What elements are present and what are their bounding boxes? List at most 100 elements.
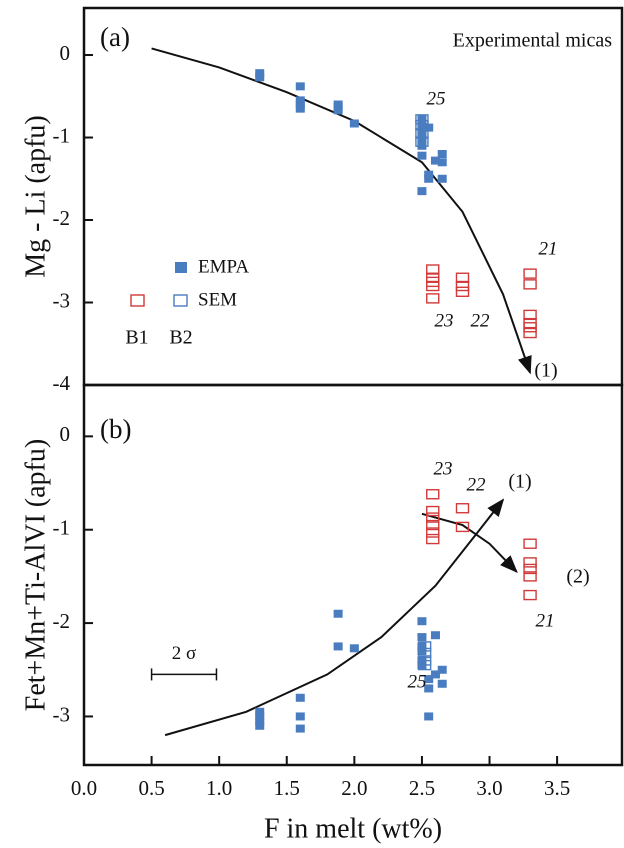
data-point (430, 631, 440, 640)
data-point (426, 527, 440, 538)
data-point (295, 96, 305, 105)
data-point (417, 642, 427, 651)
legend-marker (130, 294, 145, 307)
data-point (295, 724, 305, 733)
x-tick-label: 3.5 (544, 776, 570, 800)
annotation: (1) (508, 471, 531, 493)
y-axis-label: Fet+Mn+Ti-AlVI (apfu) (20, 439, 51, 711)
legend-label: SEM (198, 289, 237, 310)
y-tick-label: -4 (53, 371, 71, 395)
data-point (426, 489, 440, 500)
plot-frame (82, 6, 624, 387)
data-point (415, 119, 429, 131)
annotation: (2) (566, 566, 589, 588)
data-point (424, 712, 434, 721)
y-tick-label: -3 (53, 702, 71, 726)
legend-marker (173, 294, 188, 307)
annotation: (1) (534, 360, 557, 382)
annotation: 23 (434, 458, 453, 479)
data-point (455, 280, 470, 292)
data-point (523, 538, 537, 549)
y-tick-label: -1 (53, 123, 71, 147)
data-point (424, 174, 434, 183)
panel-label: (b) (100, 414, 131, 444)
data-point (523, 279, 537, 290)
data-point (417, 633, 427, 642)
trend-curve (421, 512, 518, 574)
data-point (426, 293, 440, 304)
data-point (523, 309, 537, 321)
annotation: 22 (467, 474, 487, 495)
x-tick-label: 3.0 (476, 776, 502, 800)
legend-label: EMPA (198, 256, 249, 277)
data-point (455, 503, 470, 514)
data-point (417, 617, 427, 626)
data-point (333, 642, 343, 651)
data-point (437, 150, 447, 159)
trend-curve (151, 47, 532, 375)
data-point (437, 665, 447, 674)
data-point (523, 268, 537, 279)
data-point (424, 684, 434, 693)
x-tick-label: 1.5 (274, 776, 300, 800)
x-tick-label: 0.5 (138, 776, 164, 800)
data-point (295, 82, 305, 91)
data-point (255, 721, 265, 730)
data-point (333, 106, 343, 115)
data-point (417, 115, 427, 124)
data-point (523, 563, 537, 575)
chart-title: Experimental micas (453, 30, 613, 52)
x-tick-label: 1.0 (206, 776, 232, 800)
data-point (255, 717, 265, 726)
y-tick-label: -1 (53, 516, 71, 540)
data-point (523, 322, 537, 333)
data-point (255, 707, 265, 716)
data-point (255, 73, 265, 82)
annotation: 21 (539, 238, 558, 259)
data-point (523, 557, 537, 568)
panel-label: (a) (100, 22, 130, 52)
data-point (430, 670, 440, 679)
data-point (523, 571, 537, 582)
legend-marker (175, 262, 187, 273)
data-point (437, 174, 447, 183)
data-point (426, 280, 440, 292)
data-point (437, 679, 447, 688)
data-point (455, 272, 470, 283)
data-point (333, 609, 343, 618)
data-point (255, 69, 265, 78)
data-point (295, 104, 305, 113)
y-axis-label: Mg - Li (apfu) (20, 115, 51, 278)
data-point (426, 512, 440, 523)
annotation: 23 (435, 310, 454, 331)
data-point (295, 100, 305, 109)
data-point (295, 693, 305, 702)
x-tick-label: 0.0 (71, 776, 97, 800)
data-point (430, 156, 440, 165)
annotation: 25 (427, 88, 446, 109)
y-tick-label: -2 (53, 609, 71, 633)
data-point (426, 533, 440, 545)
data-point (417, 137, 427, 146)
y-tick-label: 0 (60, 422, 71, 446)
y-tick-label: 0 (60, 41, 71, 65)
y-tick-label: -2 (53, 206, 71, 230)
x-axis-label: F in melt (wt%) (264, 813, 442, 844)
data-point (417, 129, 427, 138)
data-point (417, 151, 427, 160)
legend-label: B1 (125, 327, 148, 349)
data-point (417, 121, 427, 130)
data-point (424, 170, 434, 179)
error-bar-label: 2 σ (172, 643, 197, 664)
data-point (349, 644, 359, 653)
data-point (424, 675, 434, 684)
data-point (455, 286, 470, 297)
data-point (415, 114, 429, 125)
data-point (255, 712, 265, 721)
data-point (417, 659, 432, 671)
annotation: 22 (471, 310, 491, 331)
data-point (523, 589, 537, 601)
data-point (455, 521, 470, 533)
